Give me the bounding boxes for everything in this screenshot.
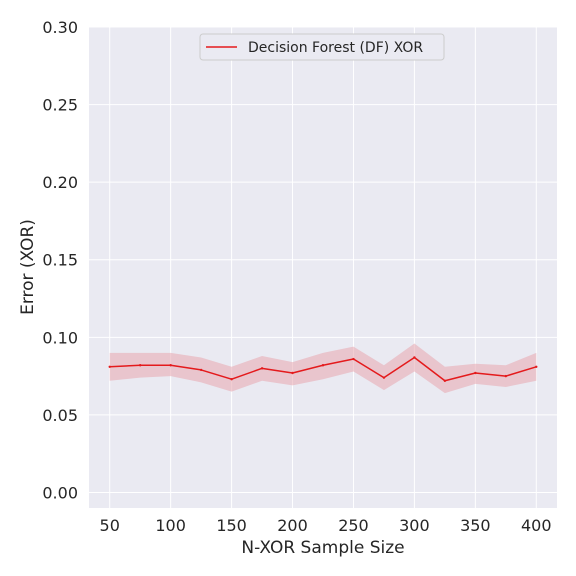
data-point [199, 368, 203, 372]
data-point [413, 356, 416, 359]
y-tick-label: 0.00 [42, 483, 78, 502]
x-tick-label: 300 [399, 516, 430, 535]
y-axis-title: Error (XOR) [18, 219, 38, 315]
x-tick-label: 250 [338, 516, 369, 535]
data-point [230, 378, 233, 381]
legend: Decision Forest (DF) XOR [199, 33, 445, 61]
legend-label: Decision Forest (DF) XOR [248, 40, 423, 56]
data-point [260, 367, 264, 370]
x-tick-label: 200 [277, 516, 308, 535]
y-tick-label: 0.05 [42, 406, 78, 425]
x-tick-label: 150 [216, 516, 247, 535]
data-point [474, 371, 477, 375]
y-tick-label: 0.15 [42, 251, 78, 270]
data-point [352, 357, 355, 361]
x-axis-title: N-XOR Sample Size [241, 538, 404, 558]
data-point [535, 365, 538, 369]
x-tick-label: 100 [155, 516, 186, 535]
series-line-layer [108, 356, 538, 382]
data-point [443, 379, 447, 382]
data-point [382, 376, 386, 379]
legend-box [199, 33, 445, 61]
x-tick-labels: 50 100 150 200 250 300 350 400 [100, 516, 552, 535]
x-tick-label: 350 [460, 516, 491, 535]
x-tick-label: 50 [100, 516, 120, 535]
y-tick-label: 0.20 [42, 173, 78, 192]
data-point [291, 371, 294, 375]
plot-background [89, 27, 557, 508]
grid-lines [89, 26, 557, 508]
confidence-band-layer [109, 343, 537, 394]
data-point [108, 365, 111, 369]
y-tick-label: 0.25 [42, 96, 78, 115]
y-tick-label: 0.30 [42, 18, 78, 37]
data-point [169, 364, 172, 367]
data-point [504, 374, 508, 378]
data-point [321, 364, 325, 367]
y-tick-labels: 0.00 0.05 0.10 0.15 0.20 0.25 0.30 [42, 18, 78, 502]
confidence-band [109, 343, 537, 394]
data-point [138, 364, 142, 367]
y-tick-label: 0.10 [42, 328, 78, 347]
x-tick-label: 400 [521, 516, 552, 535]
